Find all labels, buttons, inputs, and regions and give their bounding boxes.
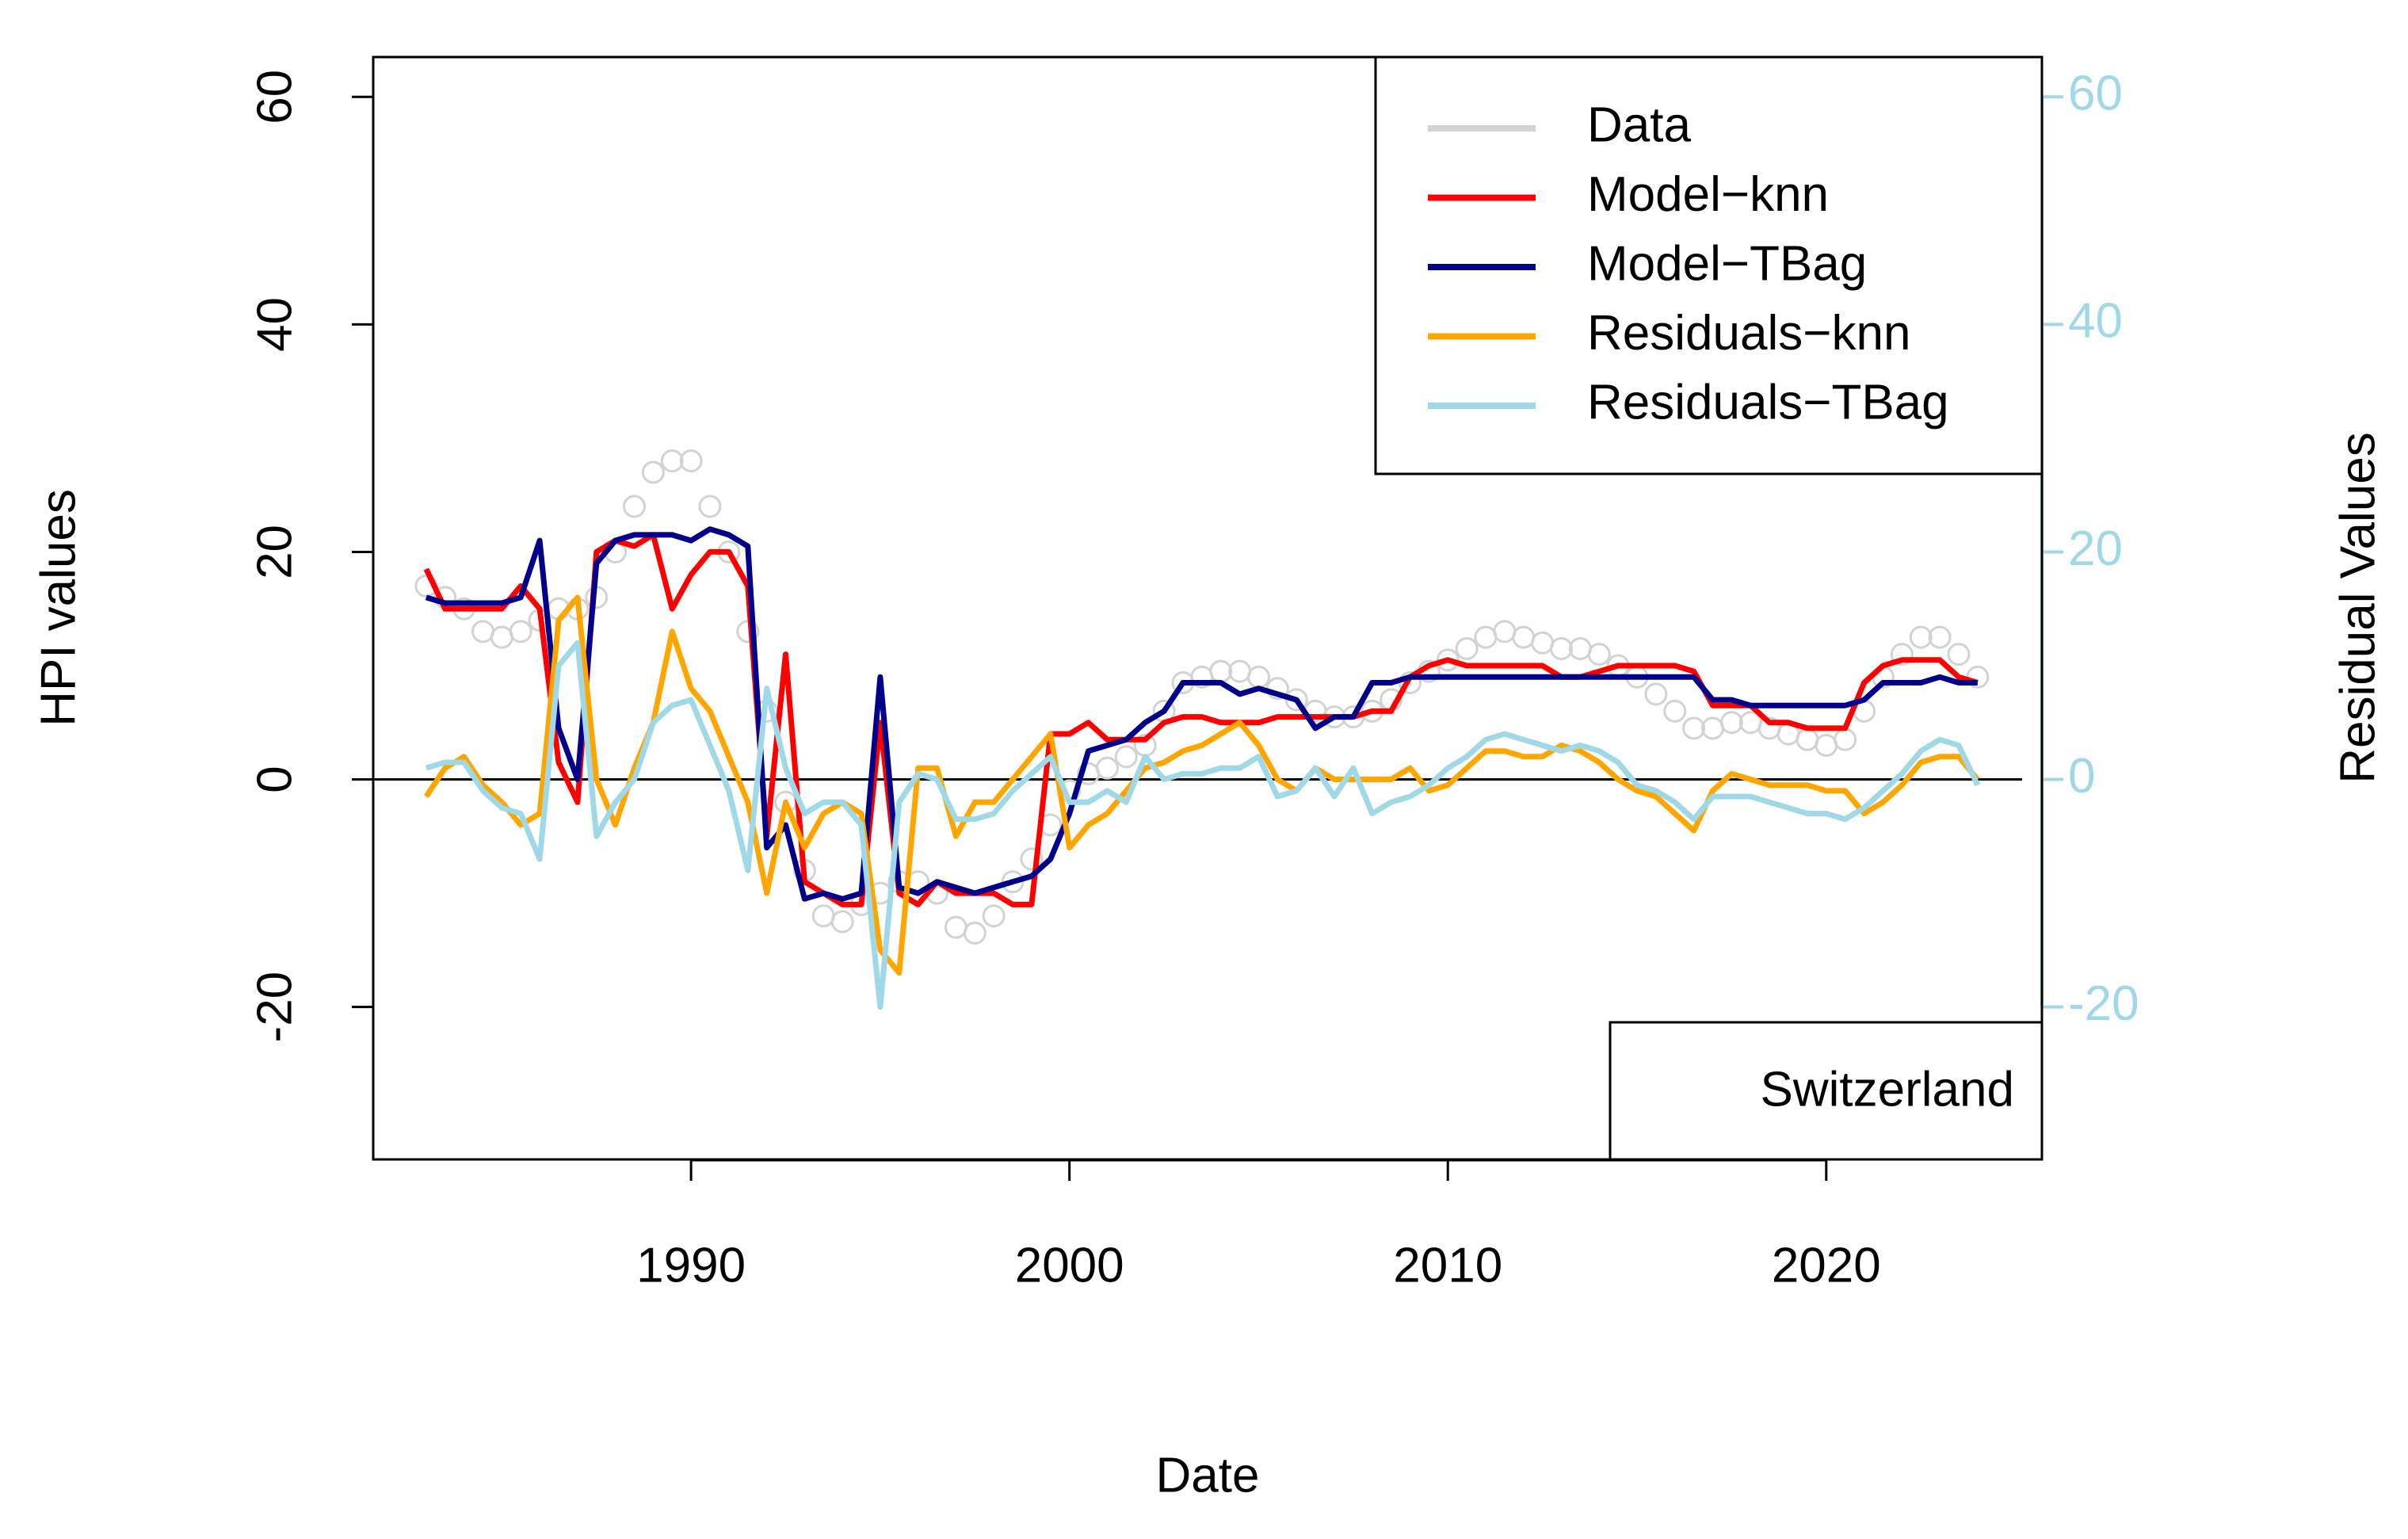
x-axis-title: Date	[1156, 1448, 1260, 1503]
data-point	[1531, 631, 1555, 655]
data-point	[660, 449, 684, 473]
data-point	[623, 495, 647, 518]
annotation: Switzerland	[1761, 1062, 2014, 1117]
series-line	[425, 640, 1980, 1010]
data-point	[1909, 625, 1933, 649]
legend-label: Data	[1587, 97, 1691, 152]
data-point	[1719, 711, 1743, 735]
data-point	[1512, 625, 1536, 649]
data-point	[1796, 727, 1819, 751]
data-point	[1493, 620, 1517, 643]
x-tick-label: 2010	[1393, 1238, 1502, 1293]
data-point	[1568, 636, 1592, 660]
data-point	[1114, 745, 1138, 769]
y-axis-title: HPI values	[31, 489, 86, 727]
data-point	[1682, 716, 1706, 740]
legend-label: Model−TBag	[1587, 236, 1867, 291]
y2-tick-label: 20	[2068, 521, 2123, 576]
data-point	[1550, 636, 1574, 660]
data-point	[1928, 625, 1952, 649]
data-point	[641, 460, 665, 484]
data-point	[679, 449, 703, 473]
data-point	[1284, 688, 1308, 712]
y2-tick-label: 0	[2068, 749, 2095, 804]
data-point	[982, 904, 1006, 928]
legend-label: Model−knn	[1587, 167, 1829, 222]
data-point	[1701, 716, 1725, 740]
y-tick-label: -20	[247, 972, 302, 1043]
data-point	[1455, 636, 1479, 660]
y-tick-label: 60	[247, 70, 302, 124]
data-point	[1663, 699, 1687, 723]
data-point	[1947, 643, 1971, 666]
data-point	[1001, 870, 1025, 894]
data-point	[1436, 648, 1460, 672]
data-point	[490, 625, 513, 649]
data-point	[1209, 659, 1233, 683]
data-point	[1246, 665, 1270, 689]
data-point	[963, 921, 986, 945]
y-tick-label: 40	[247, 297, 302, 352]
y2-axis-title: Residual Values	[2330, 432, 2385, 783]
y-tick-label: 20	[247, 525, 302, 579]
plot-frame	[372, 55, 2044, 1161]
data-point	[471, 620, 494, 643]
series-line	[423, 594, 1980, 976]
x-tick-label: 2000	[1015, 1238, 1124, 1293]
data-point	[1815, 733, 1838, 757]
data-point	[1644, 682, 1668, 706]
series-line	[425, 526, 1978, 902]
data-point	[698, 495, 722, 518]
data-point	[1890, 643, 1914, 666]
legend-label: Residuals−knn	[1587, 306, 1910, 361]
data-point	[509, 620, 532, 643]
data-point	[1228, 659, 1252, 683]
y2-tick-label: 60	[2068, 67, 2123, 121]
data-point	[1587, 643, 1611, 666]
data-point	[1474, 625, 1498, 649]
series-line	[423, 532, 1979, 907]
y-tick-label: 0	[247, 766, 302, 792]
data-point	[1020, 847, 1044, 871]
legend-label: Residuals−TBag	[1587, 375, 1949, 430]
y2-tick-label: 40	[2068, 294, 2123, 349]
data-point	[811, 904, 835, 928]
data-point	[944, 915, 967, 939]
data-point	[830, 910, 854, 934]
x-tick-label: 2020	[1772, 1238, 1881, 1293]
data-point	[1095, 756, 1119, 780]
data-point	[1834, 727, 1857, 751]
annotation-box	[1609, 1021, 2044, 1161]
y2-tick-label: -20	[2068, 976, 2139, 1031]
x-tick-label: 1990	[636, 1238, 746, 1293]
